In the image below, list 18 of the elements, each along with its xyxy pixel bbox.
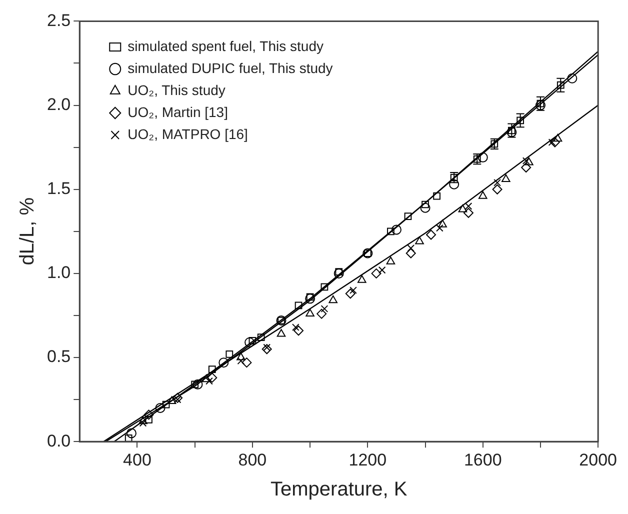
legend-label: UO₂, This study — [128, 82, 226, 98]
x-tick-label: 2000 — [579, 450, 618, 470]
legend-label: UO₂, MATPRO [16] — [128, 126, 248, 142]
y-tick-label: 1.5 — [46, 179, 71, 198]
legend-label: simulated DUPIC fuel, This study — [128, 60, 333, 76]
y-tick-label: 0.5 — [46, 347, 71, 366]
text: 0.0 — [46, 431, 71, 450]
x-tick-label: 1600 — [464, 450, 502, 470]
x-tick-label: 800 — [238, 450, 267, 470]
y-tick-label: 2.0 — [46, 94, 71, 114]
legend-label: UO₂, Martin [13] — [128, 104, 228, 120]
x-tick-label: 1200 — [348, 450, 387, 470]
legend-label: simulated spent fuel, This study — [128, 38, 324, 54]
y-tick-label: 2.5 — [46, 10, 71, 30]
x-tick-label: 400 — [123, 450, 152, 470]
x-axis-title: Temperature, K — [270, 478, 408, 501]
y-tick-label: 1.0 — [46, 263, 71, 282]
y-axis-title: dL/L, % — [16, 197, 39, 266]
